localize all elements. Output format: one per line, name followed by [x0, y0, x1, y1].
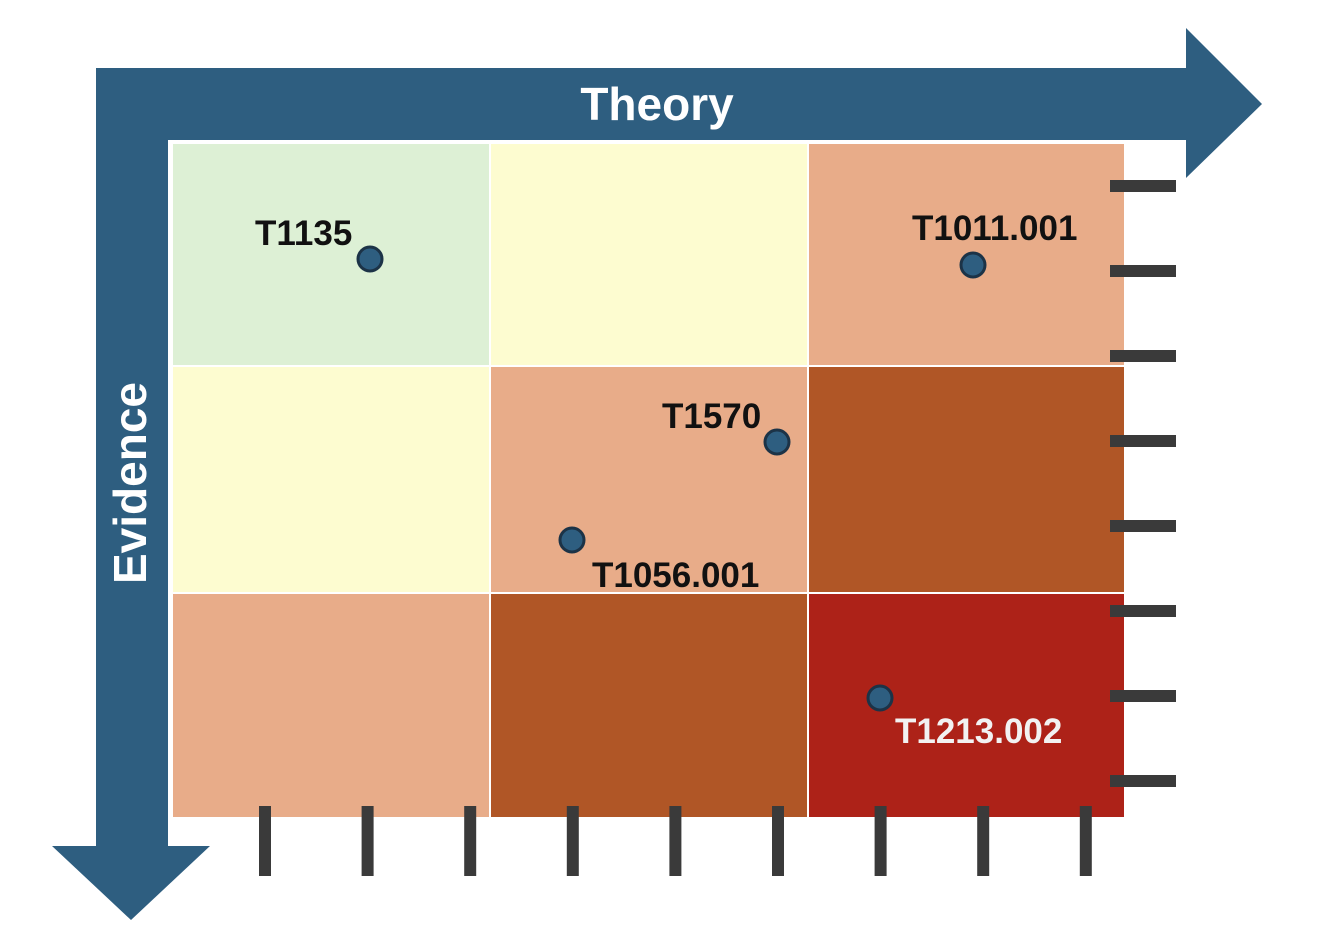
axis-arrow: [52, 28, 1262, 920]
cell-r1-c2: [489, 142, 809, 367]
point-marker[interactable]: [356, 245, 384, 273]
cell-r1-c1: [171, 142, 491, 367]
cell-r2-c3: [807, 365, 1126, 594]
cell-r3-c2: [489, 592, 809, 819]
cell-r2-c2: [489, 365, 809, 594]
y-tick: [1110, 605, 1176, 617]
cell-r2-c1: [171, 365, 491, 594]
y-tick: [1110, 350, 1176, 362]
y-tick: [1110, 180, 1176, 192]
x-axis-label: Theory: [580, 78, 734, 130]
data-point[interactable]: T1213.002: [866, 684, 1062, 751]
point-label: T1213.002: [895, 712, 1062, 751]
point-marker[interactable]: [763, 428, 791, 456]
x-tick: [259, 806, 271, 876]
x-tick: [772, 806, 784, 876]
cell-r3-c3: [807, 592, 1126, 819]
data-point[interactable]: T1135: [255, 214, 384, 273]
point-marker[interactable]: [558, 526, 586, 554]
point-label: T1011.001: [912, 209, 1077, 248]
y-tick: [1110, 775, 1176, 787]
y-tick: [1110, 435, 1176, 447]
cell-r3-c1: [171, 592, 491, 819]
data-point[interactable]: T1011.001: [912, 209, 1077, 279]
y-axis-ticks: [1110, 180, 1176, 787]
x-tick: [566, 806, 579, 876]
data-point[interactable]: T1056.001: [558, 526, 759, 595]
point-label: T1135: [255, 214, 352, 253]
data-point[interactable]: T1570: [662, 397, 791, 456]
y-axis-label: Evidence: [104, 382, 156, 584]
x-tick: [361, 806, 374, 876]
x-axis-ticks: [259, 806, 1092, 876]
y-tick: [1110, 520, 1176, 532]
point-marker[interactable]: [866, 684, 894, 712]
point-marker[interactable]: [959, 251, 987, 279]
point-label: T1570: [662, 397, 761, 436]
y-tick: [1110, 265, 1176, 277]
x-tick: [977, 806, 990, 876]
y-tick: [1110, 690, 1176, 702]
x-tick: [464, 806, 477, 876]
x-tick: [1079, 806, 1092, 876]
x-tick: [669, 806, 682, 876]
x-tick: [874, 806, 887, 876]
point-label: T1056.001: [592, 556, 759, 595]
matrix-grid: [171, 142, 1126, 819]
